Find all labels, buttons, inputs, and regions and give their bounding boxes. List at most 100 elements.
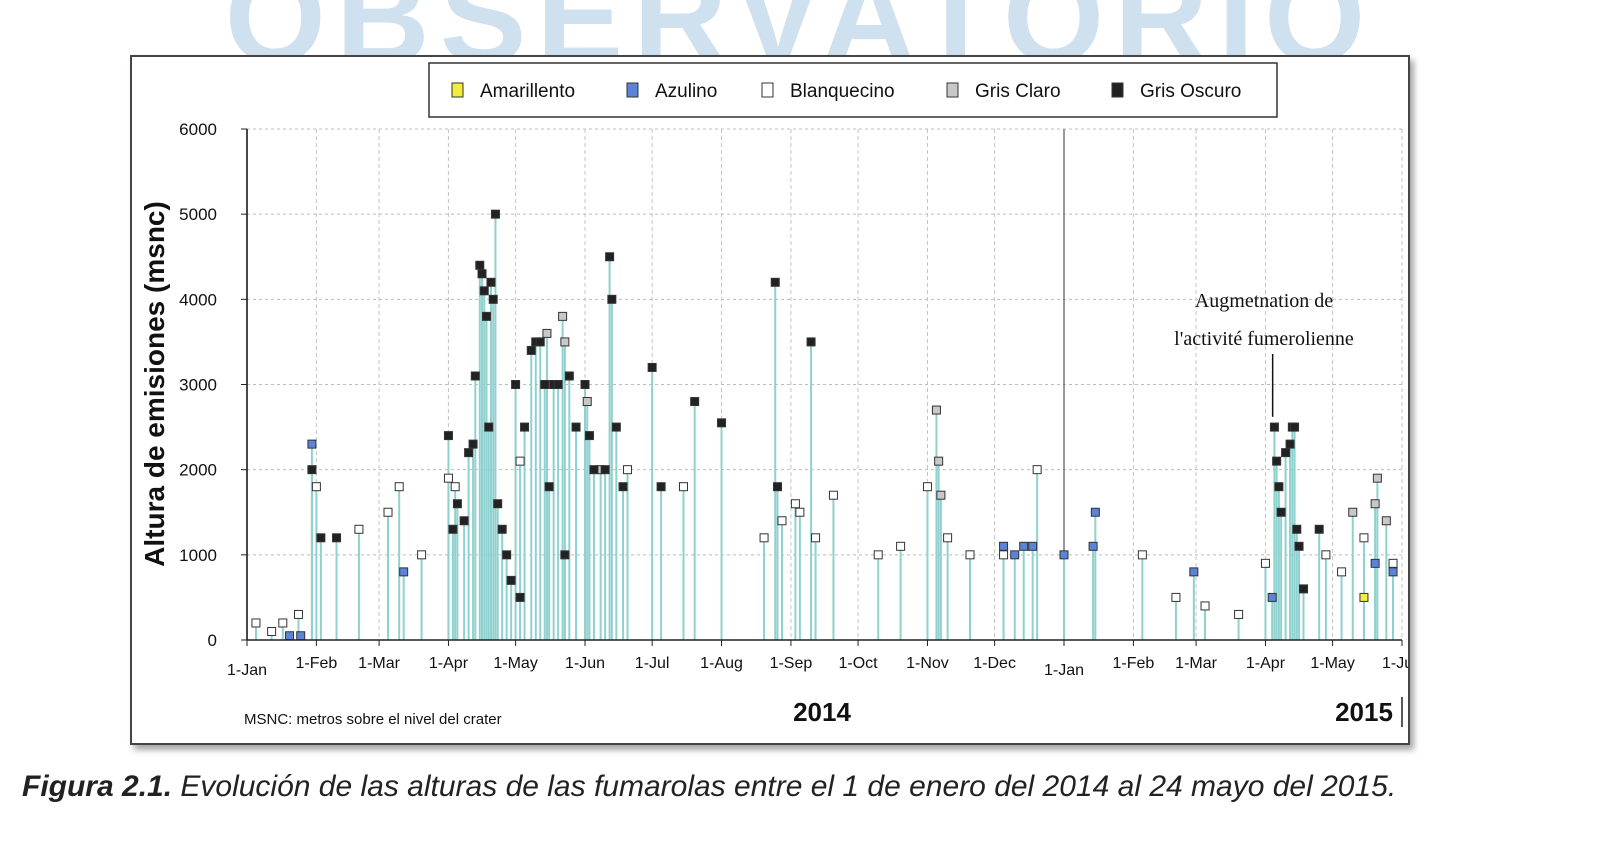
data-point (515, 456, 525, 466)
x-tick-label: 1-Aug (700, 655, 743, 672)
data-point (584, 431, 594, 441)
data-point (490, 209, 500, 219)
x-tick-label: 1-Jul (635, 655, 670, 672)
data-point (383, 507, 393, 517)
data-point (582, 397, 592, 407)
data-point (515, 592, 525, 602)
caption-label: Figura 2.1. (22, 770, 173, 803)
data-point (1059, 550, 1069, 560)
data-point (896, 541, 906, 551)
data-point (443, 473, 453, 483)
data-point (540, 380, 550, 389)
data-point (806, 337, 816, 347)
data-point (777, 516, 787, 526)
data-point (486, 277, 496, 287)
legend-label: Gris Claro (975, 81, 1061, 102)
data-point (873, 550, 883, 560)
data-point (520, 422, 530, 432)
data-point (1388, 567, 1398, 577)
legend-label: Amarillento (480, 81, 575, 102)
data-point (656, 482, 666, 492)
data-point (1171, 592, 1181, 602)
x-tick-label: 1-May (1310, 655, 1354, 672)
data-point (535, 337, 545, 347)
data-point (332, 533, 342, 543)
data-point (618, 482, 628, 492)
x-tick-label: 1-Mar (1175, 655, 1217, 672)
y-tick-label: 0 (208, 631, 217, 650)
legend-label: Blanquecino (790, 81, 895, 102)
data-point (488, 294, 498, 304)
data-point (811, 533, 821, 543)
y-tick-label: 3000 (179, 376, 217, 395)
data-point (936, 490, 946, 500)
data-point (464, 448, 474, 458)
data-point (999, 550, 1009, 560)
data-point (560, 550, 570, 560)
data-point (558, 311, 568, 321)
data-point (477, 269, 487, 279)
data-point (497, 524, 507, 534)
data-point (934, 456, 944, 466)
year-label: 2014 (793, 697, 851, 727)
data-point (1269, 422, 1279, 432)
legend-item: Azulino (626, 81, 717, 102)
data-point (394, 482, 404, 492)
data-point (1321, 550, 1331, 560)
data-point (459, 516, 469, 526)
data-point (1381, 516, 1391, 526)
data-point (493, 499, 503, 509)
data-point (1010, 550, 1020, 560)
data-point (278, 618, 288, 628)
data-point (943, 533, 953, 543)
data-point (1137, 550, 1147, 560)
data-point (1292, 524, 1302, 534)
data-point (285, 631, 295, 641)
data-point (564, 371, 574, 381)
data-point (772, 482, 782, 492)
y-tick-label: 6000 (179, 120, 217, 139)
year-label: 2015 (1335, 697, 1393, 727)
data-point (1189, 567, 1199, 577)
chart-figure: 0 1000 2000 3000 4000 5000 6000 1-Jan 1-Feb 1-Mar… (130, 55, 1410, 745)
data-point (542, 328, 552, 338)
data-point (1299, 584, 1309, 594)
figure-caption: Figura 2.1. Evolución de las alturas de … (22, 770, 1592, 804)
data-point (479, 286, 489, 296)
data-point (717, 418, 727, 428)
data-point (482, 311, 492, 321)
data-point (1370, 499, 1380, 509)
x-tick-label: 1-Feb (1112, 655, 1154, 672)
x-tick-label: 1-Jun (565, 655, 605, 672)
data-point (470, 371, 480, 381)
data-point (690, 397, 700, 407)
data-point (307, 465, 317, 475)
y-tick-label: 5000 (179, 205, 217, 224)
data-point (611, 422, 621, 432)
data-point (1337, 567, 1347, 577)
data-point (1290, 422, 1300, 432)
legend-item: Amarillento (451, 81, 575, 102)
data-point (999, 541, 1009, 551)
data-point (1348, 507, 1358, 517)
legend-label: Gris Oscuro (1140, 81, 1241, 102)
data-point (623, 465, 633, 475)
data-point (450, 482, 460, 492)
emission-height-chart: 0 1000 2000 3000 4000 5000 6000 1-Jan 1-Feb 1-Mar… (139, 62, 1408, 727)
x-tick-label: 1-Apr (429, 655, 469, 672)
x-tick-label: 1-Jun (1382, 655, 1408, 672)
legend-swatch (946, 82, 959, 98)
data-point (293, 609, 303, 619)
data-point (468, 439, 478, 449)
data-point (544, 482, 554, 492)
data-point (452, 499, 462, 509)
data-point (506, 575, 516, 585)
data-point (475, 260, 485, 270)
data-point (1294, 541, 1304, 551)
legend-item: Gris Oscuro (1111, 81, 1241, 102)
data-point (1276, 507, 1286, 517)
data-point (1370, 558, 1380, 568)
x-tick-label: 1-Feb (295, 655, 337, 672)
data-point (399, 567, 409, 577)
data-point (296, 631, 306, 641)
